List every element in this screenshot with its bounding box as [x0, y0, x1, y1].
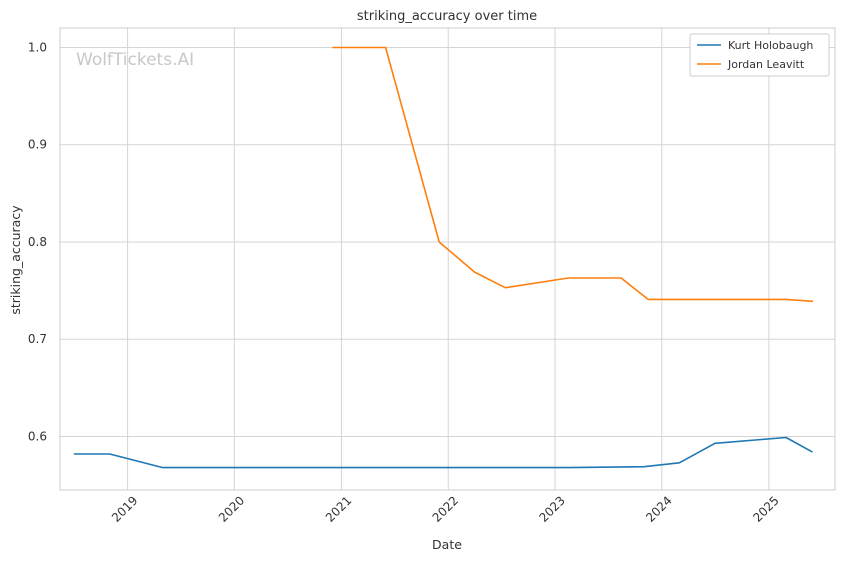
series-line-jordan-leavitt [332, 46, 814, 303]
series-lines [73, 46, 814, 469]
series-line-kurt-holobaugh [73, 436, 813, 469]
y-tick-label: 1.0 [28, 40, 47, 54]
watermark: WolfTickets.AI [76, 50, 194, 70]
x-axis-label: Date [432, 537, 462, 552]
y-tick-label: 0.9 [28, 138, 47, 152]
chart-title: striking_accuracy over time [357, 9, 537, 24]
y-axis-ticks: 0.6 0.7 0.8 0.9 1.0 [28, 40, 47, 443]
y-tick-label: 0.8 [28, 235, 47, 249]
legend-label-kurt-holobaugh: Kurt Holobaugh [728, 39, 813, 52]
y-axis-label: striking_accuracy [8, 205, 23, 315]
legend: Kurt Holobaugh Jordan Leavitt [689, 33, 830, 77]
grid-lines [60, 28, 835, 490]
y-tick-label: 0.6 [28, 430, 47, 444]
legend-box [689, 33, 830, 77]
legend-label-jordan-leavitt: Jordan Leavitt [727, 58, 805, 71]
axes-frame [59, 27, 836, 491]
y-tick-label: 0.7 [28, 332, 47, 346]
